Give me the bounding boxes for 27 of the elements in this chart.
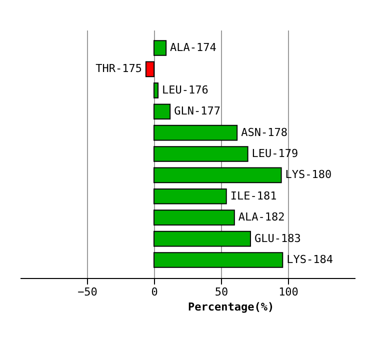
bar [154, 82, 159, 98]
x-axis-title: Percentage(%) [188, 300, 274, 314]
bar [154, 167, 282, 184]
y-tick-label: GLN-177 [174, 104, 220, 118]
bar [154, 146, 248, 162]
x-tick-label: 50 [214, 286, 228, 298]
y-tick-label: ILE-181 [230, 189, 277, 202]
bar [154, 252, 284, 268]
bar [154, 124, 238, 141]
y-tick-label: LYS-184 [286, 252, 334, 266]
y-tick-label: ALA-174 [170, 41, 217, 54]
y-tick-label: LEU-179 [252, 147, 298, 160]
y-tick-label: LYS-180 [285, 168, 332, 182]
y-tick-label: LEU-176 [162, 83, 208, 96]
bar [154, 230, 251, 247]
bar [154, 210, 235, 226]
bar [154, 188, 227, 204]
bar [154, 40, 167, 56]
x-tick-label: 0 [151, 286, 158, 298]
bar [154, 104, 171, 120]
x-tick-label: −50 [78, 286, 98, 298]
x-tick-label: 100 [278, 286, 298, 298]
y-tick-label: ALA-182 [238, 210, 285, 224]
y-tick-label: GLU-183 [254, 232, 301, 245]
bar [145, 61, 154, 78]
y-tick-label: ASN-178 [241, 126, 288, 139]
y-tick-label: THR-175 [96, 62, 142, 76]
